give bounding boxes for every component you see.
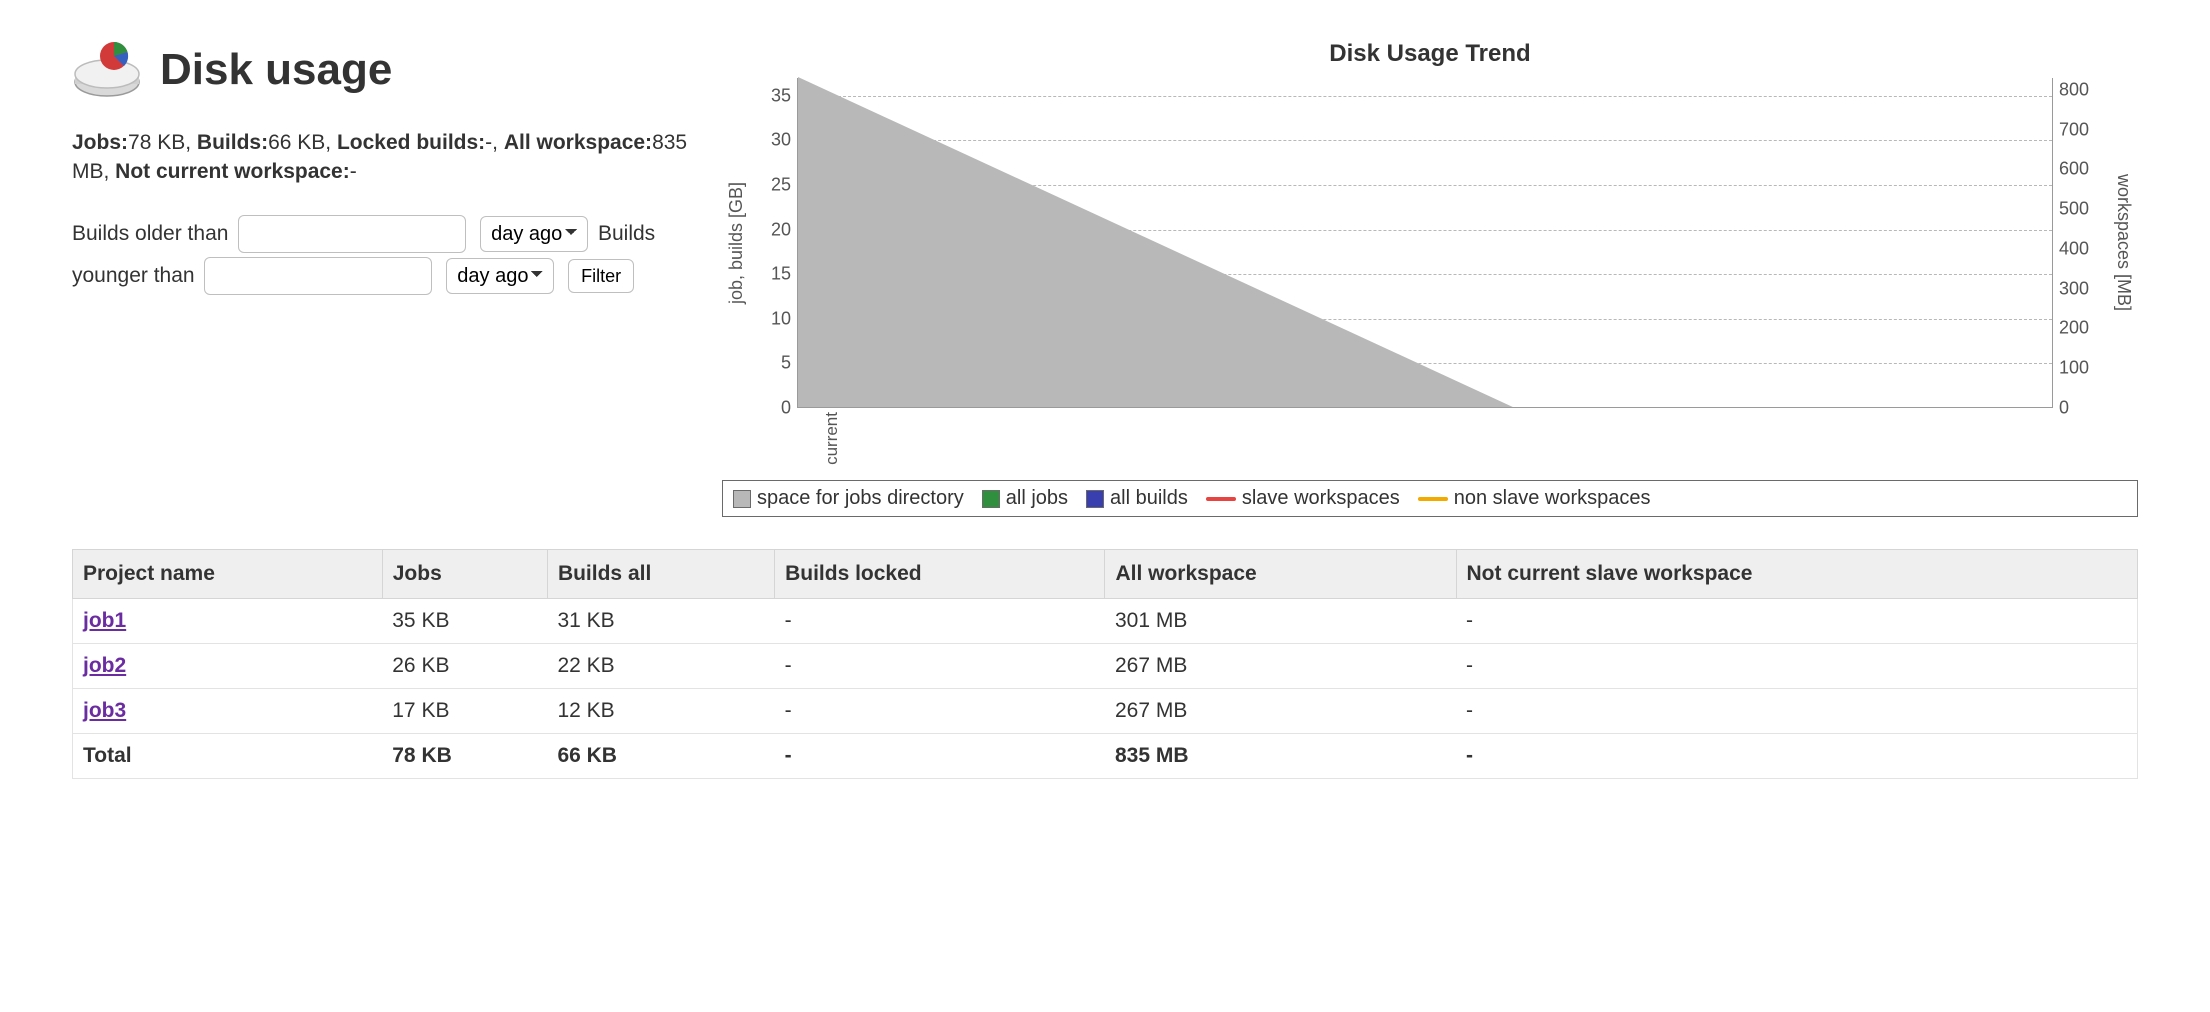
disk-usage-trend-chart: Disk Usage Trend job, builds [GB] 0 5 10 15…	[722, 40, 2138, 517]
table-cell: 22 KB	[547, 644, 774, 689]
chart-left-tick: 35	[771, 85, 791, 106]
chart-left-tick: 15	[771, 264, 791, 285]
table-cell: -	[1456, 734, 2137, 779]
older-than-unit-select[interactable]: day ago	[480, 216, 588, 252]
chart-right-tick: 200	[2059, 318, 2089, 339]
legend-label: non slave workspaces	[1454, 487, 1651, 510]
chart-legend-item: space for jobs directory	[733, 487, 964, 510]
table-cell: -	[1456, 644, 2137, 689]
table-header-cell: Not current slave workspace	[1456, 550, 2137, 599]
chart-right-axis-label: workspaces [MB]	[2109, 78, 2138, 408]
older-than-input[interactable]	[238, 215, 466, 253]
legend-swatch	[733, 490, 751, 508]
chart-right-tick: 100	[2059, 358, 2089, 379]
summary-notcurrentws-label: Not current workspace:	[115, 160, 350, 183]
chart-left-tick: 25	[771, 175, 791, 196]
table-cell: job2	[73, 644, 383, 689]
summary-text: Jobs:78 KB, Builds:66 KB, Locked builds:…	[72, 128, 712, 187]
disk-pie-icon	[72, 40, 142, 100]
summary-locked-value: -	[485, 131, 492, 154]
project-link[interactable]: job1	[83, 609, 126, 632]
table-row: job226 KB22 KB-267 MB-	[73, 644, 2138, 689]
chart-right-tick: 700	[2059, 119, 2089, 140]
table-header-cell: All workspace	[1105, 550, 1456, 599]
older-than-label: Builds older than	[72, 222, 228, 245]
table-header-cell: Builds all	[547, 550, 774, 599]
table-cell: 267 MB	[1105, 689, 1456, 734]
younger-than-unit-select[interactable]: day ago	[446, 258, 554, 294]
legend-swatch	[1206, 497, 1236, 501]
summary-notcurrentws-value: -	[350, 160, 357, 183]
table-cell: -	[1456, 689, 2137, 734]
disk-usage-table: Project nameJobsBuilds allBuilds lockedA…	[72, 549, 2138, 779]
filter-button[interactable]: Filter	[568, 259, 634, 293]
chart-left-tick: 5	[781, 353, 791, 374]
table-cell: -	[775, 689, 1105, 734]
table-row: job135 KB31 KB-301 MB-	[73, 599, 2138, 644]
chart-legend-item: all jobs	[982, 487, 1068, 510]
chart-plot-area	[797, 78, 2053, 408]
table-cell: 26 KB	[382, 644, 547, 689]
chart-title: Disk Usage Trend	[722, 40, 2138, 68]
table-cell: 78 KB	[382, 734, 547, 779]
legend-swatch	[982, 490, 1000, 508]
project-link[interactable]: job2	[83, 654, 126, 677]
chart-left-tick: 30	[771, 130, 791, 151]
filter-form: Builds older than day ago Builds younger…	[72, 213, 712, 297]
table-row: job317 KB12 KB-267 MB-	[73, 689, 2138, 734]
chart-legend-item: slave workspaces	[1206, 487, 1400, 510]
chart-left-tick: 20	[771, 219, 791, 240]
table-total-row: Total78 KB66 KB-835 MB-	[73, 734, 2138, 779]
summary-jobs-value: 78 KB	[128, 131, 185, 154]
page-title: Disk usage	[160, 45, 392, 95]
chart-right-tick: 300	[2059, 278, 2089, 299]
chart-right-tick: 500	[2059, 199, 2089, 220]
table-cell: Total	[73, 734, 383, 779]
chart-legend-item: all builds	[1086, 487, 1188, 510]
table-cell: 35 KB	[382, 599, 547, 644]
table-header-cell: Project name	[73, 550, 383, 599]
table-cell: 17 KB	[382, 689, 547, 734]
project-link[interactable]: job3	[83, 699, 126, 722]
chart-left-tick: 0	[781, 398, 791, 419]
chart-left-axis-ticks: 05101520253035	[751, 78, 797, 408]
chart-right-tick: 800	[2059, 79, 2089, 100]
table-cell: -	[775, 644, 1105, 689]
chart-right-tick: 600	[2059, 159, 2089, 180]
table-cell: -	[775, 599, 1105, 644]
table-cell: 301 MB	[1105, 599, 1456, 644]
chart-x-axis: current	[822, 408, 2138, 468]
chart-legend: space for jobs directory all jobs all buil…	[722, 480, 2138, 517]
table-cell: 66 KB	[547, 734, 774, 779]
table-cell: 835 MB	[1105, 734, 1456, 779]
legend-swatch	[1418, 497, 1448, 501]
legend-label: all builds	[1110, 487, 1188, 510]
summary-jobs-label: Jobs:	[72, 131, 128, 154]
table-cell: 12 KB	[547, 689, 774, 734]
table-cell: job3	[73, 689, 383, 734]
younger-than-input[interactable]	[204, 257, 432, 295]
chart-x-tick: current	[822, 412, 842, 465]
table-cell: job1	[73, 599, 383, 644]
chart-left-tick: 10	[771, 308, 791, 329]
table-header-cell: Builds locked	[775, 550, 1105, 599]
table-cell: 267 MB	[1105, 644, 1456, 689]
summary-allws-label: All workspace:	[504, 131, 652, 154]
summary-builds-value: 66 KB	[268, 131, 325, 154]
legend-label: space for jobs directory	[757, 487, 964, 510]
chart-left-axis-label: job, builds [GB]	[722, 78, 751, 408]
summary-locked-label: Locked builds:	[337, 131, 485, 154]
chart-right-axis-ticks: 0100200300400500600700800	[2053, 78, 2109, 408]
table-cell: 31 KB	[547, 599, 774, 644]
table-header-cell: Jobs	[382, 550, 547, 599]
legend-label: all jobs	[1006, 487, 1068, 510]
table-cell: -	[775, 734, 1105, 779]
legend-swatch	[1086, 490, 1104, 508]
table-cell: -	[1456, 599, 2137, 644]
legend-label: slave workspaces	[1242, 487, 1400, 510]
chart-right-tick: 400	[2059, 238, 2089, 259]
summary-builds-label: Builds:	[197, 131, 268, 154]
chart-legend-item: non slave workspaces	[1418, 487, 1651, 510]
